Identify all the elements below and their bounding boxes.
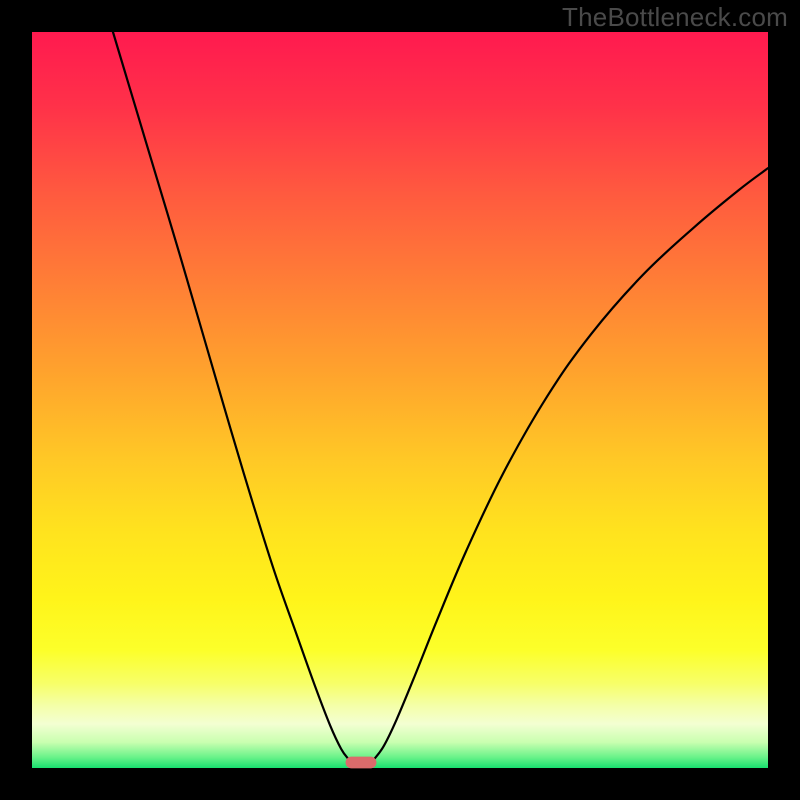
bottleneck-chart [0,0,800,800]
gradient-background [32,32,768,768]
chart-frame: TheBottleneck.com [0,0,800,800]
watermark-text: TheBottleneck.com [562,2,788,33]
bottleneck-marker [346,757,377,769]
